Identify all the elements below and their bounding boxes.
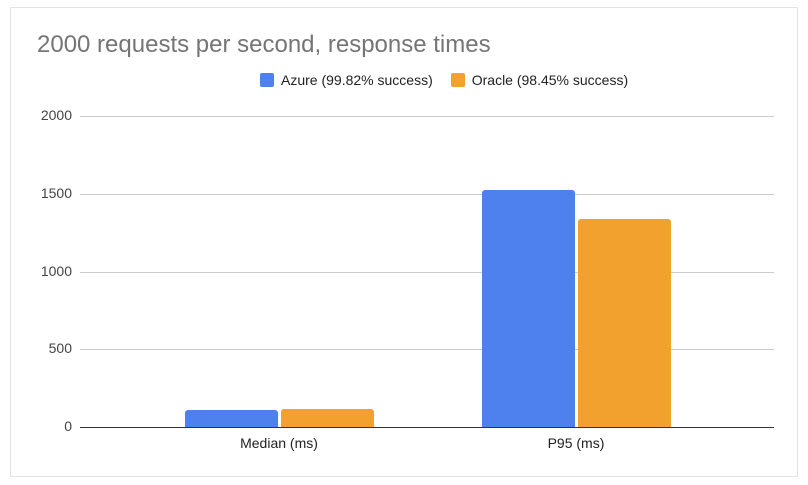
bar[interactable] <box>280 408 374 427</box>
bar[interactable] <box>481 189 575 427</box>
y-tick-label: 1000 <box>40 263 72 279</box>
legend-item-oracle[interactable]: Oracle (98.45% success) <box>450 72 629 88</box>
legend-swatch-azure <box>260 73 274 87</box>
legend: Azure (99.82% success) Oracle (98.45% su… <box>260 72 646 88</box>
gridline <box>80 272 774 273</box>
legend-label-azure: Azure (99.82% success) <box>281 72 433 88</box>
y-tick-label: 1500 <box>40 185 72 201</box>
legend-label-oracle: Oracle (98.45% success) <box>471 72 629 88</box>
bar[interactable] <box>577 218 671 427</box>
legend-swatch-oracle <box>450 73 465 87</box>
y-tick-label: 500 <box>48 340 72 356</box>
gridline <box>80 194 774 195</box>
x-axis-line <box>80 427 774 428</box>
bar[interactable] <box>184 409 278 427</box>
gridline <box>80 116 774 117</box>
gridline <box>80 349 774 350</box>
y-tick-label: 0 <box>64 418 72 434</box>
x-tick-label: P95 (ms) <box>547 435 605 451</box>
chart-title: 2000 requests per second, response times <box>37 31 491 58</box>
legend-item-azure[interactable]: Azure (99.82% success) <box>260 72 433 88</box>
y-tick-label: 2000 <box>40 107 72 123</box>
x-tick-label: Median (ms) <box>240 435 318 451</box>
